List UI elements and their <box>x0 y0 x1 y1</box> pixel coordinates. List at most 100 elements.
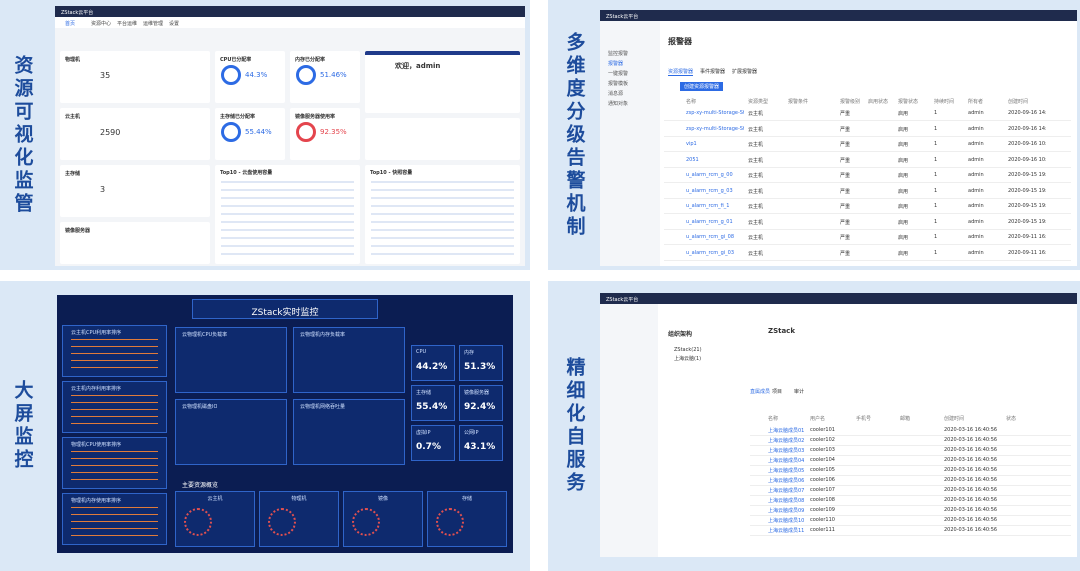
rank-bar <box>71 514 158 515</box>
rank-bar <box>71 451 158 452</box>
welcome-banner <box>365 51 520 55</box>
column-header: 创建时间 <box>1008 99 1029 105</box>
gauge-ring <box>296 65 316 85</box>
cell: 2020-09-15 19:48:35 <box>1008 187 1046 194</box>
side-item: 消息源 <box>608 91 624 97</box>
panel: 精细化自服务 ZStack云平台 组织架构 ZStack(21) 上海云脑(1) ZSt… <box>548 281 1080 571</box>
cell: 上海云脑成员06 <box>768 478 805 484</box>
overview-box: 存储 <box>427 491 507 547</box>
row-line <box>664 182 1071 183</box>
gauge-ring <box>221 65 241 85</box>
cell: 云主机 <box>748 142 764 148</box>
cell: 2020-09-16 10:03:51 <box>1008 141 1046 147</box>
cell: admin <box>968 234 984 240</box>
card-value: 55.44% <box>245 128 272 136</box>
cell: u_alarm_rcm_g_00 <box>686 172 733 178</box>
panel-label: 资源可视化监管 <box>11 54 34 216</box>
nav-bar <box>55 17 525 28</box>
cell: 启用 <box>898 173 909 179</box>
cell: 2020-09-16 10:03:51 <box>1008 156 1046 163</box>
column-header: 状态 <box>1006 416 1017 422</box>
row-line <box>664 244 1071 245</box>
card-title: CPU已分配率 <box>220 57 252 63</box>
panel-label: 多维度分级告警机制 <box>563 31 586 239</box>
cell: admin <box>968 156 984 163</box>
overview-box: 云主机 <box>175 491 255 547</box>
cell: 严重 <box>840 126 851 133</box>
cell: 2020-09-15 19:48:35 <box>1008 203 1046 209</box>
cell: 1 <box>934 218 938 225</box>
column-header: 持续时间 <box>934 99 955 105</box>
rank-bar <box>71 458 158 459</box>
cell: 云主机 <box>748 219 764 226</box>
panel-label: 精细化自服务 <box>563 357 586 495</box>
row-line <box>664 259 1071 261</box>
card-value: 92.35% <box>320 128 347 136</box>
top-row <box>371 253 514 255</box>
top-row <box>371 189 514 191</box>
rank-bar <box>71 367 158 368</box>
cell: 启用 <box>898 126 909 133</box>
tile-value: 43.1% <box>464 442 496 452</box>
column-header: 资源类型 <box>748 99 769 105</box>
cell: 云主机 <box>748 250 764 257</box>
card: 内存已分配率 51.46% <box>290 51 360 103</box>
group-title: 云主机 <box>207 496 223 502</box>
cell: u_alarm_rcm_fi_1 <box>686 203 730 209</box>
cell: 云主机 <box>748 126 764 133</box>
cell: 2020-09-16 14:12:34 <box>1008 125 1046 132</box>
column-header: 所有者 <box>968 99 984 105</box>
rank-box: 云主机CPU利用率排序 <box>62 325 167 377</box>
cell: 启用 <box>898 250 909 257</box>
rank-bar <box>71 416 158 417</box>
rank-bar <box>71 409 158 410</box>
create-button[interactable]: 创建资源报警器 <box>680 82 724 91</box>
row-line <box>750 445 1071 446</box>
row-line <box>750 455 1071 456</box>
cell: 上海云脑成员11 <box>768 528 805 534</box>
page-title: 报警器 <box>668 37 692 46</box>
rank-bar <box>71 507 158 508</box>
cell: cooler109 <box>810 507 835 513</box>
cell: 2020-03-16 16:40:56 <box>944 497 998 503</box>
rank-box: 云主机内存利用率排序 <box>62 381 167 433</box>
cell: u_alarm_rcm_gi_08 <box>686 234 735 240</box>
cell: 2020-09-15 19:48:35 <box>1008 218 1046 225</box>
cell: 启用 <box>898 157 909 164</box>
group-title: 物理机 <box>291 496 307 502</box>
cell: zsp-xy-multi-Storage-Strateg... <box>686 110 744 116</box>
chart-box: 云物理机内存负载率 <box>293 327 405 393</box>
tab: 扩展报警器 <box>732 69 758 75</box>
tile-value: 0.7% <box>416 442 441 452</box>
side-item: 通知对象 <box>608 101 629 107</box>
row-line <box>664 135 1071 137</box>
rank-bar <box>71 521 158 522</box>
column-header: 报警级别 <box>840 99 861 105</box>
card-title: 镜像服务器 <box>65 228 91 234</box>
top-row <box>221 197 354 199</box>
chart-box: 云物理机CPU负载率 <box>175 327 287 393</box>
chart-box: 云物理机磁盘IO <box>175 399 287 465</box>
org-name: ZStack <box>768 327 795 335</box>
top-row <box>221 213 354 215</box>
cell: 1 <box>934 125 938 132</box>
cell: 云主机 <box>748 111 764 117</box>
rank-bar <box>71 353 158 354</box>
card-title: 镜像服务器使用率 <box>295 114 336 120</box>
welcome-text: 欢迎，admin <box>395 62 441 70</box>
top-row <box>221 205 354 207</box>
cell: cooler105 <box>810 467 835 473</box>
nav-item: 设置 <box>169 21 180 27</box>
cell: cooler110 <box>810 517 835 523</box>
tab: 项目 <box>772 389 783 395</box>
cell: 严重 <box>840 204 851 210</box>
cell: 严重 <box>840 111 851 117</box>
card-value: 3 <box>100 185 106 194</box>
cell: 上海云脑成员10 <box>768 518 805 524</box>
card: 镜像服务器 <box>60 222 210 264</box>
group-ring <box>184 508 212 536</box>
cell: 1 <box>934 203 938 209</box>
row-line <box>664 213 1071 214</box>
tab: 直属成员 <box>750 389 771 395</box>
panel-label: 大屏监控 <box>11 380 34 472</box>
